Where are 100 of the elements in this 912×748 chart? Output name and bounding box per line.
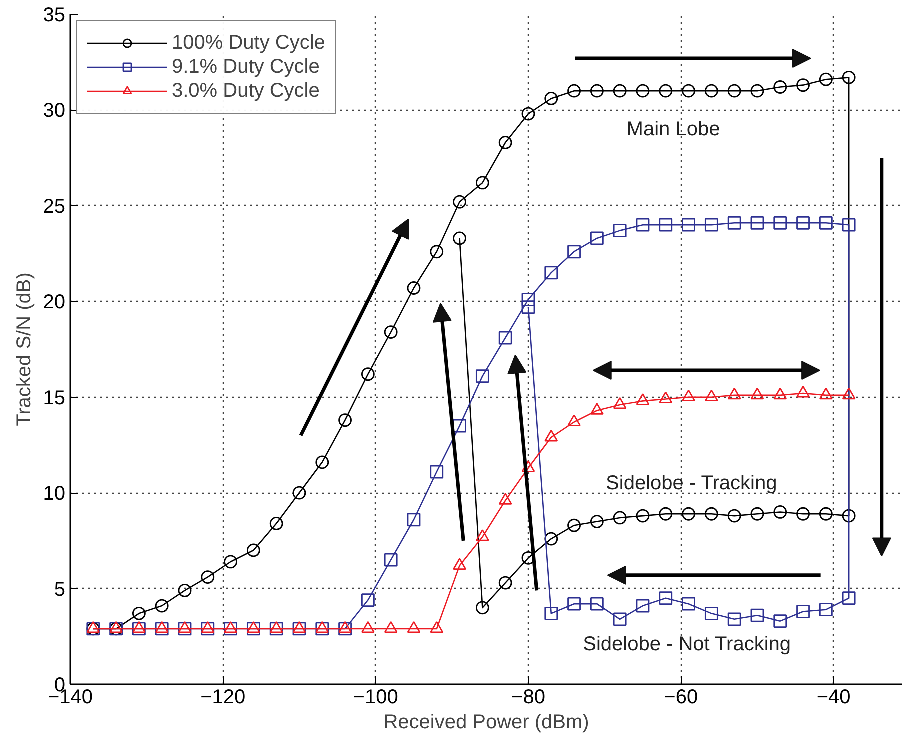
point [728,509,742,523]
point [338,622,352,636]
x-tick-label: −40 [816,686,851,708]
x-axis-title: Received Power (dBm) [384,712,590,734]
point [155,599,169,613]
legend-label: 3.0% Duty Cycle [172,79,320,103]
point [361,368,375,382]
point [476,370,490,383]
point [704,84,718,98]
point [796,507,810,521]
point [682,84,696,98]
point [498,136,512,150]
point [613,612,627,626]
point [568,245,581,259]
point [476,601,490,615]
point [728,84,742,98]
point [270,517,284,530]
point [384,553,398,567]
point [544,606,558,620]
point [819,216,833,230]
point [522,300,536,314]
point [682,597,696,611]
point [842,509,856,523]
y-tick-label: 30 [43,100,66,122]
point [613,84,627,98]
point [316,622,330,636]
y-tick-label: 35 [43,4,66,26]
point [590,232,604,246]
point [636,599,650,613]
y-axis-title: Tracked S/N (dB) [13,272,36,426]
y-tick-label: 15 [43,387,66,410]
point [750,608,764,622]
point [544,532,558,546]
point [659,84,673,98]
annotation: Sidelobe - Tracking [606,472,778,494]
point [728,216,742,230]
legend-label: 100% Duty Cycle [172,31,326,55]
point [659,218,673,232]
x-tick-label: −100 [353,686,398,708]
x-tick-label: −80 [512,686,546,708]
point [659,592,673,606]
point [774,216,788,230]
point [750,84,764,98]
point [498,576,512,590]
point [613,224,627,238]
point [476,176,490,190]
point [568,597,581,611]
point [384,326,398,339]
y-tick-label: 25 [43,196,66,218]
point [246,622,260,636]
point [453,232,466,246]
point [224,622,238,636]
point [246,544,260,558]
point [201,622,215,636]
point [292,622,306,636]
point [819,603,833,617]
y-tick-label: 20 [43,292,66,314]
point [704,218,718,232]
point [590,84,604,98]
point [774,80,788,94]
point [201,570,215,584]
y-tick-label: 10 [43,483,66,506]
point [178,584,192,598]
point [338,414,352,428]
legend-label: 9.1% Duty Cycle [172,55,320,79]
point [155,622,169,636]
point [407,513,421,527]
point [430,245,444,259]
point [270,622,284,636]
point [613,511,627,525]
point [453,195,466,209]
point [659,507,673,521]
point [682,218,696,232]
point [750,216,764,230]
point [590,515,604,528]
x-tick-label: −60 [664,686,698,708]
point [728,612,742,626]
point [819,72,833,86]
point [842,70,856,84]
point [568,84,581,98]
point [636,84,650,98]
point [522,293,536,306]
annotation: Sidelobe - Not Tracking [583,633,792,656]
point [522,107,536,121]
point [636,218,650,232]
point [636,509,650,523]
point [453,419,466,433]
point [750,507,764,521]
x-tick-label: −120 [200,686,246,708]
point [774,506,788,519]
point [316,456,330,470]
point [178,622,192,636]
point [842,592,856,606]
point [796,605,810,618]
point [704,606,718,620]
point [842,218,856,232]
point [224,555,238,569]
point [704,507,718,521]
annotation: Main Lobe [626,118,720,140]
point [819,507,833,521]
